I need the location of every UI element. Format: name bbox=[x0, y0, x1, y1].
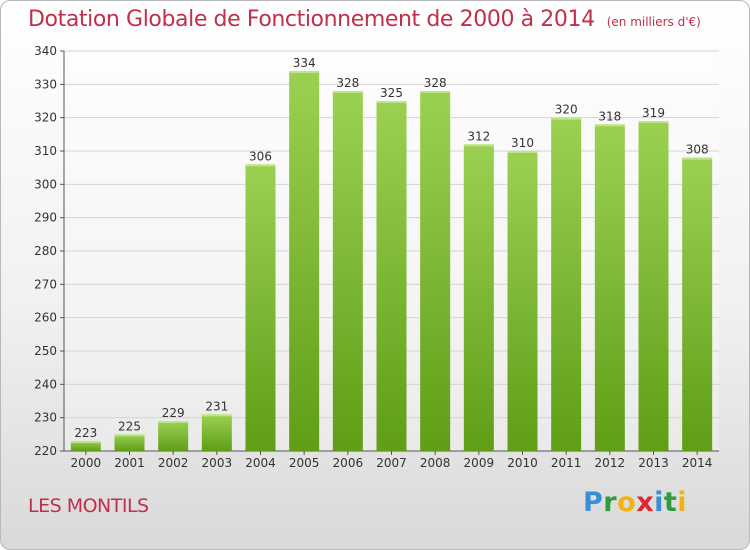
x-tick-label: 2008 bbox=[420, 456, 451, 470]
bar-value-label: 231 bbox=[205, 399, 228, 413]
bar-value-label: 225 bbox=[118, 419, 141, 433]
y-tick-label: 330 bbox=[34, 77, 57, 91]
bar-highlight bbox=[507, 151, 538, 153]
bar bbox=[463, 144, 494, 452]
bar-value-label: 308 bbox=[686, 143, 709, 157]
x-tick-label: 2006 bbox=[333, 456, 364, 470]
bar-highlight bbox=[463, 144, 494, 147]
bar bbox=[507, 151, 538, 451]
bar-highlight bbox=[114, 434, 145, 437]
chart-title: Dotation Globale de Fonctionnement de 20… bbox=[28, 7, 701, 32]
y-tick-label: 230 bbox=[34, 411, 57, 425]
x-tick-label: 2004 bbox=[245, 456, 276, 470]
bar-value-label: 312 bbox=[467, 129, 490, 143]
bar bbox=[201, 414, 232, 451]
y-tick-label: 240 bbox=[34, 377, 57, 391]
bar bbox=[420, 91, 451, 451]
bar bbox=[332, 91, 363, 451]
bar bbox=[551, 117, 582, 452]
bar-value-label: 319 bbox=[642, 106, 665, 120]
bar-value-label: 328 bbox=[424, 76, 447, 90]
chart-unit: (en milliers d'€) bbox=[606, 15, 701, 29]
y-tick-label: 320 bbox=[34, 111, 57, 125]
bar-highlight bbox=[376, 101, 407, 103]
bar-highlight bbox=[289, 71, 320, 73]
bar-value-label: 325 bbox=[380, 86, 403, 100]
bar-highlight bbox=[638, 121, 669, 123]
bar bbox=[114, 434, 145, 451]
bar bbox=[376, 101, 407, 451]
x-tick-label: 2000 bbox=[71, 456, 102, 470]
x-tick-label: 2001 bbox=[114, 456, 145, 470]
y-tick-label: 300 bbox=[34, 177, 57, 191]
x-tick-label: 2009 bbox=[464, 456, 495, 470]
bar-highlight bbox=[245, 164, 276, 167]
bar-highlight bbox=[332, 91, 363, 93]
brand-letter: i bbox=[677, 487, 688, 518]
bar-value-label: 310 bbox=[511, 136, 534, 150]
bar-highlight bbox=[682, 157, 713, 160]
bar-highlight bbox=[420, 91, 451, 93]
x-tick-label: 2010 bbox=[507, 456, 538, 470]
bar bbox=[70, 441, 101, 451]
x-tick-label: 2007 bbox=[376, 456, 407, 470]
y-tick-label: 280 bbox=[34, 244, 57, 258]
x-tick-label: 2003 bbox=[202, 456, 233, 470]
bar-highlight bbox=[594, 124, 625, 127]
x-tick-label: 2013 bbox=[638, 456, 669, 470]
bar bbox=[245, 164, 276, 452]
x-tick-label: 2005 bbox=[289, 456, 320, 470]
brand-letter: P bbox=[583, 487, 604, 518]
brand-letter: i bbox=[654, 487, 664, 518]
x-tick-label: 2011 bbox=[551, 456, 582, 470]
brand-letter: t bbox=[663, 487, 678, 518]
bar-value-label: 328 bbox=[336, 76, 359, 90]
y-tick-label: 270 bbox=[34, 277, 57, 291]
y-tick-label: 290 bbox=[34, 211, 57, 225]
chart-title-text: Dotation Globale de Fonctionnement de 20… bbox=[28, 7, 595, 32]
x-tick-label: 2014 bbox=[682, 456, 713, 470]
y-tick-label: 310 bbox=[34, 144, 57, 158]
bar-highlight bbox=[70, 441, 101, 443]
bar-value-label: 318 bbox=[598, 109, 621, 123]
bar bbox=[289, 71, 320, 451]
brand-letter: r bbox=[603, 487, 618, 518]
brand-letter: x bbox=[636, 487, 655, 518]
bar-highlight bbox=[158, 421, 189, 423]
location-label: LES MONTILS bbox=[28, 495, 149, 517]
bar-value-label: 223 bbox=[74, 426, 97, 440]
bar bbox=[594, 124, 625, 451]
x-tick-label: 2012 bbox=[595, 456, 626, 470]
bar bbox=[682, 157, 713, 451]
brand-logo: Proxiti bbox=[583, 487, 687, 518]
bar-value-label: 229 bbox=[162, 406, 185, 420]
bar-highlight bbox=[201, 414, 232, 417]
brand-letter: o bbox=[617, 487, 637, 518]
bar bbox=[158, 421, 189, 451]
y-tick-label: 250 bbox=[34, 344, 57, 358]
x-tick-label: 2002 bbox=[158, 456, 189, 470]
bar bbox=[638, 121, 669, 451]
y-tick-label: 340 bbox=[34, 44, 57, 58]
bar-value-label: 334 bbox=[293, 56, 316, 70]
y-tick-label: 260 bbox=[34, 311, 57, 325]
bar-value-label: 306 bbox=[249, 149, 272, 163]
bar-highlight bbox=[551, 117, 582, 120]
y-tick-label: 220 bbox=[34, 444, 57, 458]
bar-value-label: 320 bbox=[555, 103, 578, 117]
